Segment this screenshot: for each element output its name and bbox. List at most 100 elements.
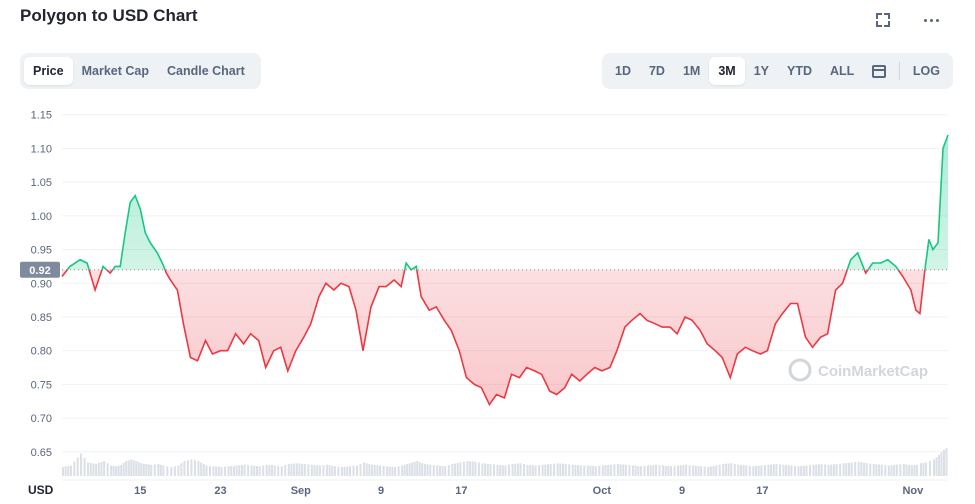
range-1y[interactable]: 1Y [753,64,770,78]
volume-bar [919,463,922,476]
volume-bar [240,465,243,476]
range-3m[interactable]: 3M [709,57,745,85]
volume-bar [177,465,180,476]
volume-bar [922,462,925,476]
volume-bar [67,466,70,476]
range-all[interactable]: ALL [830,64,855,78]
range-divider [899,62,900,80]
volume-bar [284,465,287,476]
volume-bar [489,464,492,476]
volume-bar [609,464,612,476]
volume-bar [95,464,98,476]
y-tick-label: 0.80 [31,346,52,358]
volume-bar [484,463,487,476]
volume-bar [280,466,283,476]
volume-bar [348,466,351,476]
volume-bar [438,465,441,476]
tab-price[interactable]: Price [24,57,73,85]
volume-bar [937,455,940,476]
volume-bar [117,465,120,476]
volume-bar [942,449,945,476]
volume-bar [406,464,409,476]
volume-bar [514,463,517,476]
volume-bar [616,464,619,476]
volume-bar [295,463,298,476]
tab-market-cap[interactable]: Market Cap [81,64,149,78]
volume-bar [722,464,725,476]
more-icon[interactable] [921,10,941,30]
tab-candle-chart[interactable]: Candle Chart [166,64,245,78]
volume-bar [365,463,368,476]
volume-bar [724,463,727,476]
range-7d[interactable]: 7D [648,64,665,78]
volume-bar [170,467,173,476]
volume-bar [634,465,637,476]
range-1d[interactable]: 1D [615,64,631,78]
chart-title: Polygon to USD Chart [20,6,198,25]
volume-bar [456,463,459,476]
volume-bar [571,464,574,476]
volume-bar [655,464,658,476]
volume-bar [391,466,394,476]
volume-bar [592,466,595,476]
y-tick-label: 0.75 [31,379,52,391]
volume-bar [277,465,280,476]
calendar-button[interactable] [863,57,895,85]
volume-bar [631,465,634,476]
y-tick-label: 0.85 [31,312,52,324]
price-chart: 0.65 0.70 0.75 0.80 0.85 0.90 0.95 1.00 1.05 1.10… [20,110,949,497]
volume-bar [429,464,432,476]
volume-bar [333,466,336,476]
volume-bar [890,465,893,476]
volume-bar [183,461,186,476]
volume-bar [932,459,935,476]
volume-bar [153,464,156,476]
y-tick-label: 0.65 [31,447,52,459]
volume-bar [190,459,193,476]
volume-bar [469,461,472,476]
volume-bar [471,461,474,476]
volume-bar [839,463,842,476]
volume-bar [845,463,848,476]
volume-bar [802,465,805,476]
volume-bar [106,463,109,476]
volume-bar [316,465,319,476]
log-scale-toggle[interactable]: LOG [912,64,940,78]
volume-bar [865,463,868,476]
x-tick-label: 9 [679,485,685,497]
volume-bar [577,465,580,476]
volume-bar [166,466,169,476]
y-tick-label: 0.95 [31,245,52,257]
volume-bar [905,464,908,476]
volume-bar [730,463,733,476]
volume-bar [785,465,788,476]
volume-bar [186,460,189,476]
volume-bar [670,466,673,476]
volume-bar [913,465,916,476]
volume-bar [815,464,818,476]
volume-bar [757,465,760,476]
volume-bar [915,464,918,476]
volume-bar [516,463,519,476]
fullscreen-icon[interactable] [873,10,893,30]
range-1m[interactable]: 1M [682,64,701,78]
volume-bar [89,463,92,476]
volume-bar [227,466,230,476]
volume-bar [243,464,246,476]
volume-bar [940,452,943,476]
volume-bar [352,465,355,476]
volume-bar [712,466,715,476]
volume-bar [685,464,688,476]
volume-bar [559,463,562,476]
volume-bar [232,465,235,476]
volume-bar [92,463,95,476]
volume-bar [423,463,426,476]
volume-bar [628,465,631,476]
x-tick-label: Sep [291,485,311,497]
volume-bar [110,465,113,476]
volume-bar [418,462,421,476]
range-ytd[interactable]: YTD [787,64,813,78]
volume-bar [87,462,90,476]
volume-bar [770,464,773,476]
volume-bar [202,464,205,476]
